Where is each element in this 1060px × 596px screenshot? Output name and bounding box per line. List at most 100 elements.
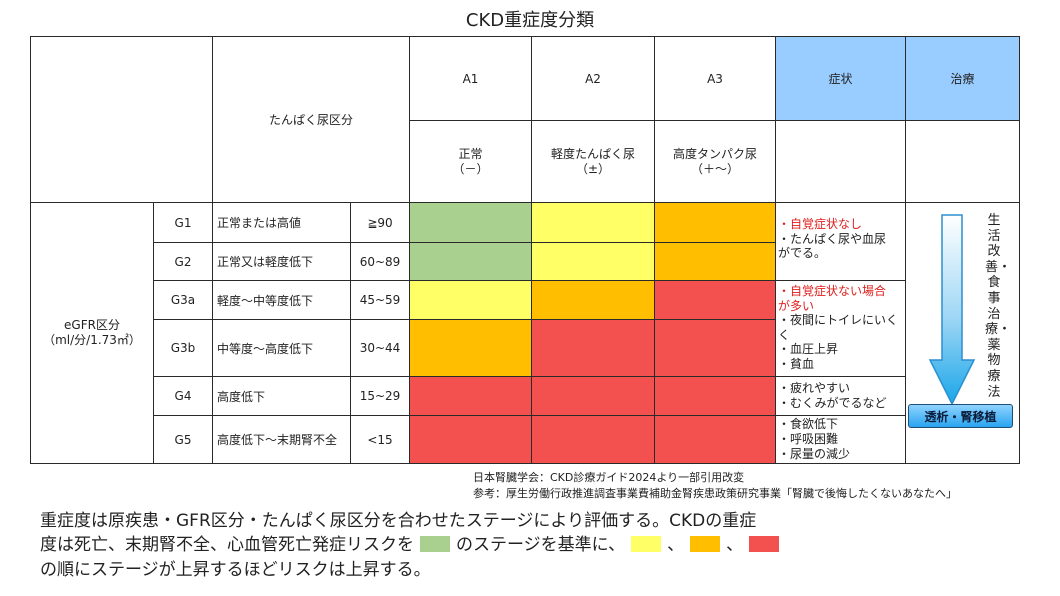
grade-g1: G1 <box>153 202 213 243</box>
header-symptoms: 症状 <box>775 36 906 121</box>
header-a3-desc: 高度タンパク尿 （＋～） <box>654 120 776 203</box>
risk-cell-g3b-a2 <box>531 319 655 377</box>
grade-g3b-desc: 中等度～高度低下 <box>212 319 351 377</box>
grade-g5-desc: 高度低下～末期腎不全 <box>212 415 351 464</box>
a1-sub: （－） <box>452 161 489 176</box>
grade-label: G4 <box>174 389 192 403</box>
grade-g4-range: 15~29 <box>350 376 410 416</box>
grade-g4-desc: 高度低下 <box>212 376 351 416</box>
egfr-category: eGFR区分 （ml/分/1.73㎡） <box>30 202 154 464</box>
header-a2-code: A2 <box>531 36 655 121</box>
header-a1-desc: 正常 （－） <box>409 120 532 203</box>
a2-code: A2 <box>585 71 601 86</box>
header-treatment-blank <box>905 120 1020 203</box>
header-a2-desc: 軽度たんぱく尿 （±） <box>531 120 655 203</box>
grade-desc: 正常又は軽度低下 <box>217 255 314 269</box>
risk-cell-g3b-a3 <box>654 319 776 377</box>
grade-g3a-desc: 軽度～中等度低下 <box>212 280 351 320</box>
grade-range: 45~59 <box>359 293 401 307</box>
risk-cell-g1-a1 <box>409 202 532 243</box>
yellow-swatch <box>631 536 662 552</box>
treatment-column <box>905 202 1020 464</box>
grade-g1-desc: 正常または高値 <box>212 202 351 243</box>
risk-cell-g4-a2 <box>531 376 655 416</box>
a3-sub: （＋～） <box>690 161 739 176</box>
symptom-line: ・血圧上昇 <box>778 342 839 356</box>
symptom-line: ・むくみがでるなど <box>778 395 887 410</box>
grade-label: G2 <box>174 254 192 269</box>
green-swatch <box>420 536 450 552</box>
symptom-line: ・食欲低下 <box>778 417 839 431</box>
grade-g5-range: <15 <box>350 415 410 464</box>
grade-range: 60~89 <box>359 254 401 269</box>
a1-desc: 正常 <box>458 146 483 161</box>
grade-range: 30~44 <box>359 341 401 355</box>
symptom-line: ・貧血 <box>778 356 815 371</box>
grade-g3a-range: 45~59 <box>350 280 410 320</box>
reference-footnote: 参考：厚生労働行政推進調査事業費補助金腎疾患政策研究事業「腎臓で後悔したくないあ… <box>473 487 957 500</box>
red-swatch <box>749 536 780 552</box>
description-text: 度は死亡、末期腎不全、心血管死亡発症リスクを <box>40 535 414 555</box>
grade-desc: 高度低下 <box>217 389 266 404</box>
symptoms-label: 症状 <box>828 72 853 86</box>
symptom-line: ・たんぱく尿や血尿 <box>778 231 887 246</box>
grade-desc: 軽度～中等度低下 <box>217 293 314 308</box>
description-line-2: 度は死亡、末期腎不全、心血管死亡発症リスクを のステージを基準に、 、 、 <box>40 530 785 555</box>
grade-label: G1 <box>174 215 192 230</box>
a1-code: A1 <box>462 71 479 86</box>
grade-desc: 中等度～高度低下 <box>217 341 314 356</box>
risk-cell-g5-a3 <box>654 415 776 464</box>
risk-cell-g2-a1 <box>409 242 532 281</box>
symptom-line: ・夜間にトイレにいく <box>778 313 899 327</box>
a3-desc: 高度タンパク尿 <box>672 146 757 161</box>
egfr-unit: （ml/分/1.73㎡） <box>43 333 141 347</box>
risk-cell-g2-a3 <box>654 242 776 281</box>
grade-label: G5 <box>174 432 192 447</box>
description-separator: 、 <box>667 535 685 555</box>
protein-category-label: たんぱく尿区分 <box>268 113 353 127</box>
a3-code: A3 <box>707 71 723 86</box>
grade-label: G3b <box>170 341 196 355</box>
header-a3-code: A3 <box>654 36 776 121</box>
symptom-line: ・呼吸困難 <box>778 432 839 446</box>
dialysis-label: 透析・腎移植 <box>924 409 997 424</box>
grade-label: G3a <box>170 293 196 307</box>
grade-g4: G4 <box>153 376 213 416</box>
description-line-1: 重症度は原疾患・GFR区分・たんぱく尿区分を合わせたステージにより評価する。CK… <box>40 511 757 531</box>
dialysis-transplant-badge: 透析・腎移植 <box>908 404 1013 428</box>
symptom-line: ・疲れやすい <box>778 381 851 395</box>
a2-desc: 軽度たんぱく尿 <box>550 146 635 161</box>
risk-cell-g4-a1 <box>409 376 532 416</box>
risk-cell-g3b-a1 <box>409 319 532 377</box>
grade-range: <15 <box>367 432 393 447</box>
source-footnote: 日本腎臓学会：CKD診療ガイド2024より一部引用改変 <box>473 471 745 484</box>
symptom-line: ・自覚症状なし <box>778 217 863 231</box>
symptom-line: ・自覚症状ない場合 <box>778 284 887 298</box>
grade-g2: G2 <box>153 242 213 281</box>
risk-cell-g2-a2 <box>531 242 655 281</box>
orange-swatch <box>690 536 721 552</box>
header-symptoms-blank <box>775 120 906 203</box>
a2-sub: （±） <box>575 161 611 176</box>
grade-range: ≧90 <box>367 215 393 230</box>
risk-cell-g4-a3 <box>654 376 776 416</box>
protein-category-header: たんぱく尿区分 <box>212 36 410 203</box>
grade-g2-desc: 正常又は軽度低下 <box>212 242 351 281</box>
grade-g5: G5 <box>153 415 213 464</box>
grade-range: 15~29 <box>359 389 401 403</box>
symptoms-group-g3: ・自覚症状ない場合 が多い ・夜間にトイレにいく く ・血圧上昇 ・貧血 <box>775 280 906 377</box>
header-a1-code: A1 <box>409 36 532 121</box>
risk-cell-g3a-a1 <box>409 280 532 320</box>
egfr-label: eGFR区分 <box>64 318 120 332</box>
header-blank-corner <box>30 36 213 203</box>
down-arrow-icon <box>928 214 976 406</box>
risk-cell-g5-a2 <box>531 415 655 464</box>
description-separator: 、 <box>726 535 744 555</box>
symptom-line: く <box>778 327 791 342</box>
grade-g3a: G3a <box>153 280 213 320</box>
risk-cell-g1-a3 <box>654 202 776 243</box>
symptoms-group-g5: ・食欲低下 ・呼吸困難 ・尿量の減少 <box>775 415 906 464</box>
grade-g2-range: 60~89 <box>350 242 410 281</box>
risk-cell-g3a-a3 <box>654 280 776 320</box>
description-text: のステージを基準に、 <box>456 535 626 555</box>
